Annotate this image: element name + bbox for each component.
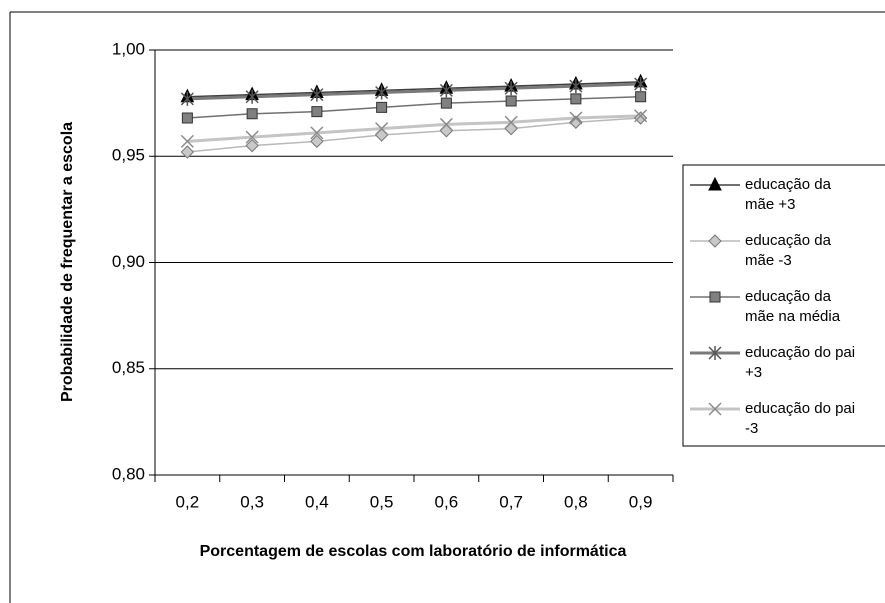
series-line: [187, 96, 641, 119]
marker: [504, 121, 518, 136]
legend-marker: [708, 176, 722, 191]
marker: [569, 111, 583, 125]
x-tick-label: 0,6: [435, 492, 459, 511]
legend-marker: [708, 402, 722, 416]
legend-box: [682, 164, 885, 447]
series-line: [187, 81, 641, 98]
y-tick-label: 0,90: [112, 252, 145, 271]
x-tick-label: 0,8: [564, 492, 588, 511]
marker: [570, 93, 582, 105]
marker: [505, 95, 517, 107]
legend-label: educação da mãe -3: [745, 232, 831, 269]
marker: [180, 134, 194, 148]
series-line: [187, 114, 641, 143]
x-tick-label: 0,3: [240, 492, 264, 511]
marker: [634, 77, 648, 91]
marker: [504, 81, 518, 96]
legend-label: educação da mãe +3: [745, 176, 831, 213]
y-tick-label: 1,00: [112, 39, 145, 58]
legend-label: educação da mãe na média: [745, 288, 841, 325]
x-tick-label: 0,2: [176, 492, 200, 511]
y-axis-label: Probabilidade de frequentar a escola: [59, 121, 76, 403]
legend-marker: [709, 291, 721, 303]
marker: [375, 85, 389, 100]
marker: [180, 145, 195, 159]
marker: [181, 112, 193, 124]
legend-label: educação do pai -3: [745, 400, 856, 437]
y-tick-label: 0,95: [112, 146, 145, 165]
marker: [439, 117, 453, 131]
series-line: [187, 117, 641, 153]
marker: [311, 106, 323, 118]
marker: [245, 89, 259, 104]
legend-label: educação do pai +3: [745, 344, 856, 381]
y-tick-label: 0,80: [112, 464, 145, 483]
x-tick-label: 0,7: [499, 492, 523, 511]
series-line: [187, 82, 641, 101]
marker: [246, 108, 258, 120]
marker: [375, 122, 389, 136]
marker: [569, 79, 583, 94]
legend-marker: [708, 234, 722, 248]
legend-marker: [708, 346, 722, 360]
marker: [439, 124, 454, 138]
marker: [310, 134, 324, 149]
marker: [635, 91, 647, 103]
marker: [634, 109, 648, 123]
marker: [376, 101, 388, 113]
marker: [504, 115, 518, 129]
y-tick-label: 0,85: [112, 358, 145, 377]
marker: [569, 115, 583, 129]
marker: [633, 111, 648, 125]
marker: [374, 128, 389, 142]
marker: [440, 97, 452, 109]
marker: [310, 87, 324, 102]
marker: [310, 126, 324, 140]
x-tick-label: 0,9: [629, 492, 653, 511]
x-tick-label: 0,5: [370, 492, 394, 511]
x-axis-label: Porcentagem de escolas com laboratório d…: [199, 543, 627, 560]
marker: [439, 83, 453, 98]
marker: [180, 91, 194, 106]
marker: [245, 130, 259, 144]
marker: [245, 138, 259, 153]
x-tick-label: 0,4: [305, 492, 329, 511]
